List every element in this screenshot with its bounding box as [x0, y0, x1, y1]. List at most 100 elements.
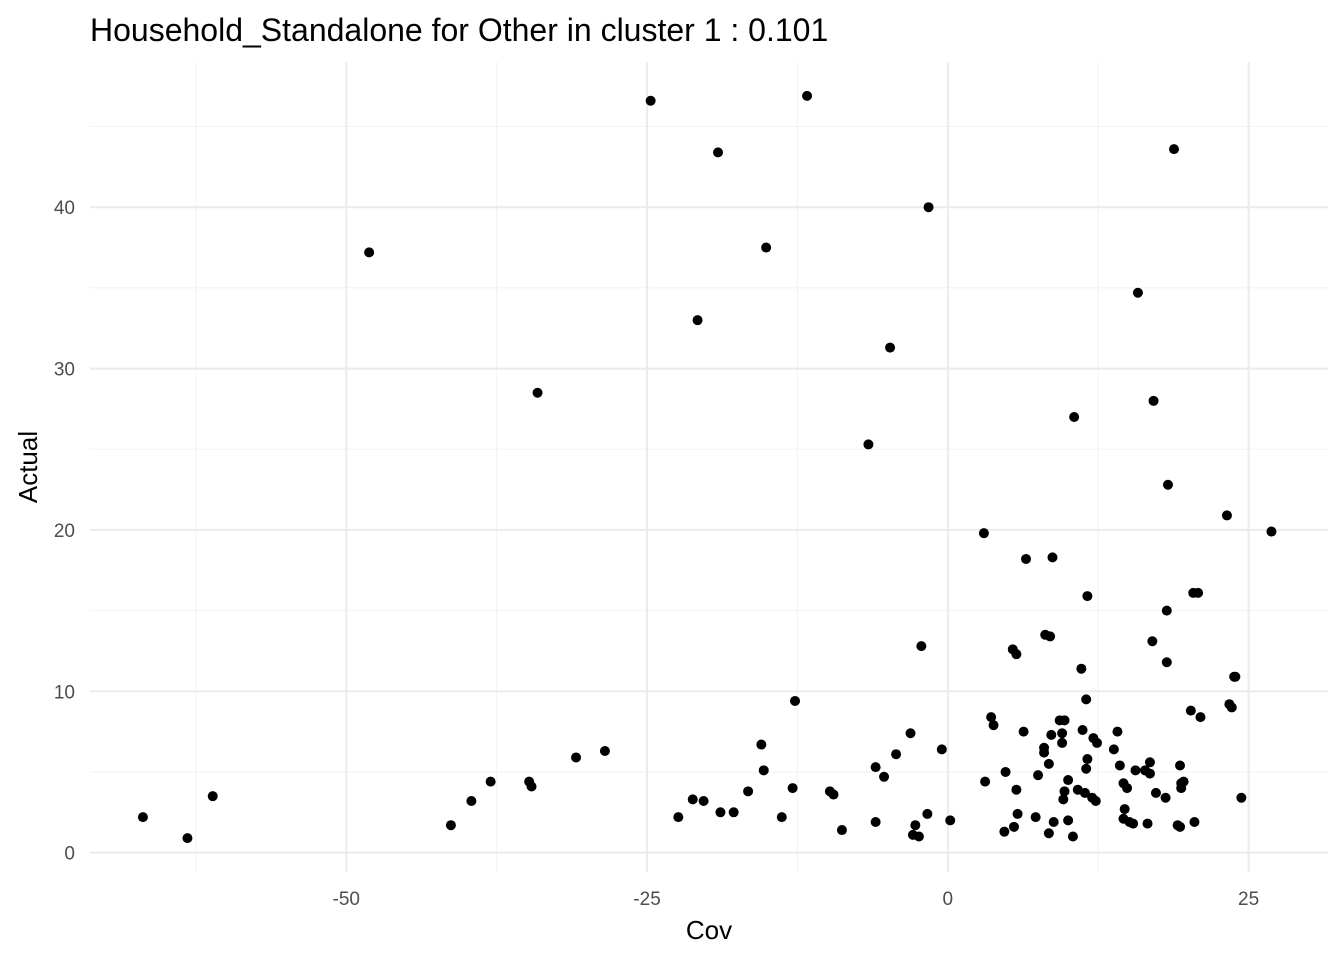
- data-point: [922, 808, 933, 819]
- data-point: [1079, 787, 1090, 798]
- data-point: [776, 812, 787, 823]
- data-point: [1077, 725, 1088, 736]
- data-point: [1185, 705, 1196, 716]
- data-point: [1144, 757, 1155, 768]
- data-point: [1082, 754, 1093, 765]
- data-point: [1160, 792, 1171, 803]
- data-point: [599, 745, 610, 756]
- data-point: [986, 712, 997, 723]
- data-point: [698, 796, 709, 807]
- data-point: [1081, 694, 1092, 705]
- data-point: [802, 90, 813, 101]
- data-point: [1175, 821, 1186, 832]
- data-point: [758, 765, 769, 776]
- data-point: [1266, 526, 1277, 537]
- x-tick-label: -25: [633, 889, 660, 910]
- y-axis-title: Actual: [13, 431, 43, 503]
- data-point: [1039, 747, 1050, 758]
- data-point: [1063, 815, 1074, 826]
- data-point: [1069, 411, 1080, 422]
- minor-gridlines: [90, 62, 1328, 872]
- x-tick-label: -50: [333, 889, 360, 910]
- y-tick-label: 40: [54, 198, 75, 219]
- data-point: [1148, 395, 1159, 406]
- data-point: [364, 247, 375, 258]
- data-point: [913, 831, 924, 842]
- y-tick-label: 20: [54, 521, 75, 542]
- data-point: [1021, 553, 1032, 564]
- data-point: [1057, 728, 1068, 739]
- data-point: [1063, 775, 1074, 786]
- data-point: [1119, 804, 1130, 815]
- data-point: [1150, 787, 1161, 798]
- data-point: [182, 833, 193, 844]
- data-point: [1000, 766, 1011, 777]
- data-point: [1067, 831, 1078, 842]
- data-point: [945, 815, 956, 826]
- y-tick-label: 10: [54, 682, 75, 703]
- data-point: [1142, 818, 1153, 829]
- data-point: [728, 807, 739, 818]
- data-point: [526, 781, 537, 792]
- x-tick-label: 25: [1238, 889, 1259, 910]
- data-point: [836, 825, 847, 836]
- data-point: [1193, 587, 1204, 598]
- data-point: [715, 807, 726, 818]
- data-point: [1033, 770, 1044, 781]
- data-point: [1226, 702, 1237, 713]
- data-point: [571, 752, 582, 763]
- data-point: [1178, 776, 1189, 787]
- data-point: [891, 749, 902, 760]
- data-point: [870, 816, 881, 827]
- data-point: [1162, 479, 1173, 490]
- data-point: [1057, 737, 1068, 748]
- data-point: [1046, 729, 1057, 740]
- data-point: [1011, 784, 1022, 795]
- data-point: [1008, 821, 1019, 832]
- data-point: [207, 791, 218, 802]
- data-point: [1018, 726, 1029, 737]
- data-point: [1236, 792, 1247, 803]
- data-point: [1048, 816, 1059, 827]
- data-point: [1092, 737, 1103, 748]
- data-point: [1221, 510, 1232, 521]
- data-point: [923, 202, 934, 213]
- x-axis-tick-labels: -50 -25 0 25: [333, 889, 1260, 910]
- data-point: [790, 695, 801, 706]
- data-point: [1030, 812, 1041, 823]
- data-point: [828, 789, 839, 800]
- data-point: [999, 826, 1010, 837]
- data-point: [1045, 631, 1056, 642]
- data-point: [1011, 649, 1022, 660]
- data-point: [532, 387, 543, 398]
- x-axis-title: Cov: [686, 915, 732, 945]
- data-point: [916, 641, 927, 652]
- data-point: [1130, 765, 1141, 776]
- data-point: [1059, 786, 1070, 797]
- data-point: [863, 439, 874, 450]
- data-point: [1122, 783, 1133, 794]
- data-point: [885, 342, 896, 353]
- data-point: [1161, 605, 1172, 616]
- chart-title: Household_Standalone for Other in cluste…: [90, 12, 828, 48]
- data-point: [978, 528, 989, 539]
- data-point: [910, 820, 921, 831]
- data-point: [1058, 794, 1069, 805]
- data-point: [687, 794, 698, 805]
- data-point: [743, 786, 754, 797]
- data-point: [1132, 287, 1143, 298]
- data-point: [870, 762, 881, 773]
- data-point: [1195, 712, 1206, 723]
- data-point: [692, 315, 703, 326]
- data-point: [879, 771, 890, 782]
- data-point: [1043, 828, 1054, 839]
- data-point: [485, 776, 496, 787]
- data-point: [936, 744, 947, 755]
- data-point: [905, 728, 916, 739]
- data-point: [1081, 763, 1092, 774]
- data-point: [761, 242, 772, 253]
- data-point: [1059, 715, 1070, 726]
- data-point: [988, 720, 999, 731]
